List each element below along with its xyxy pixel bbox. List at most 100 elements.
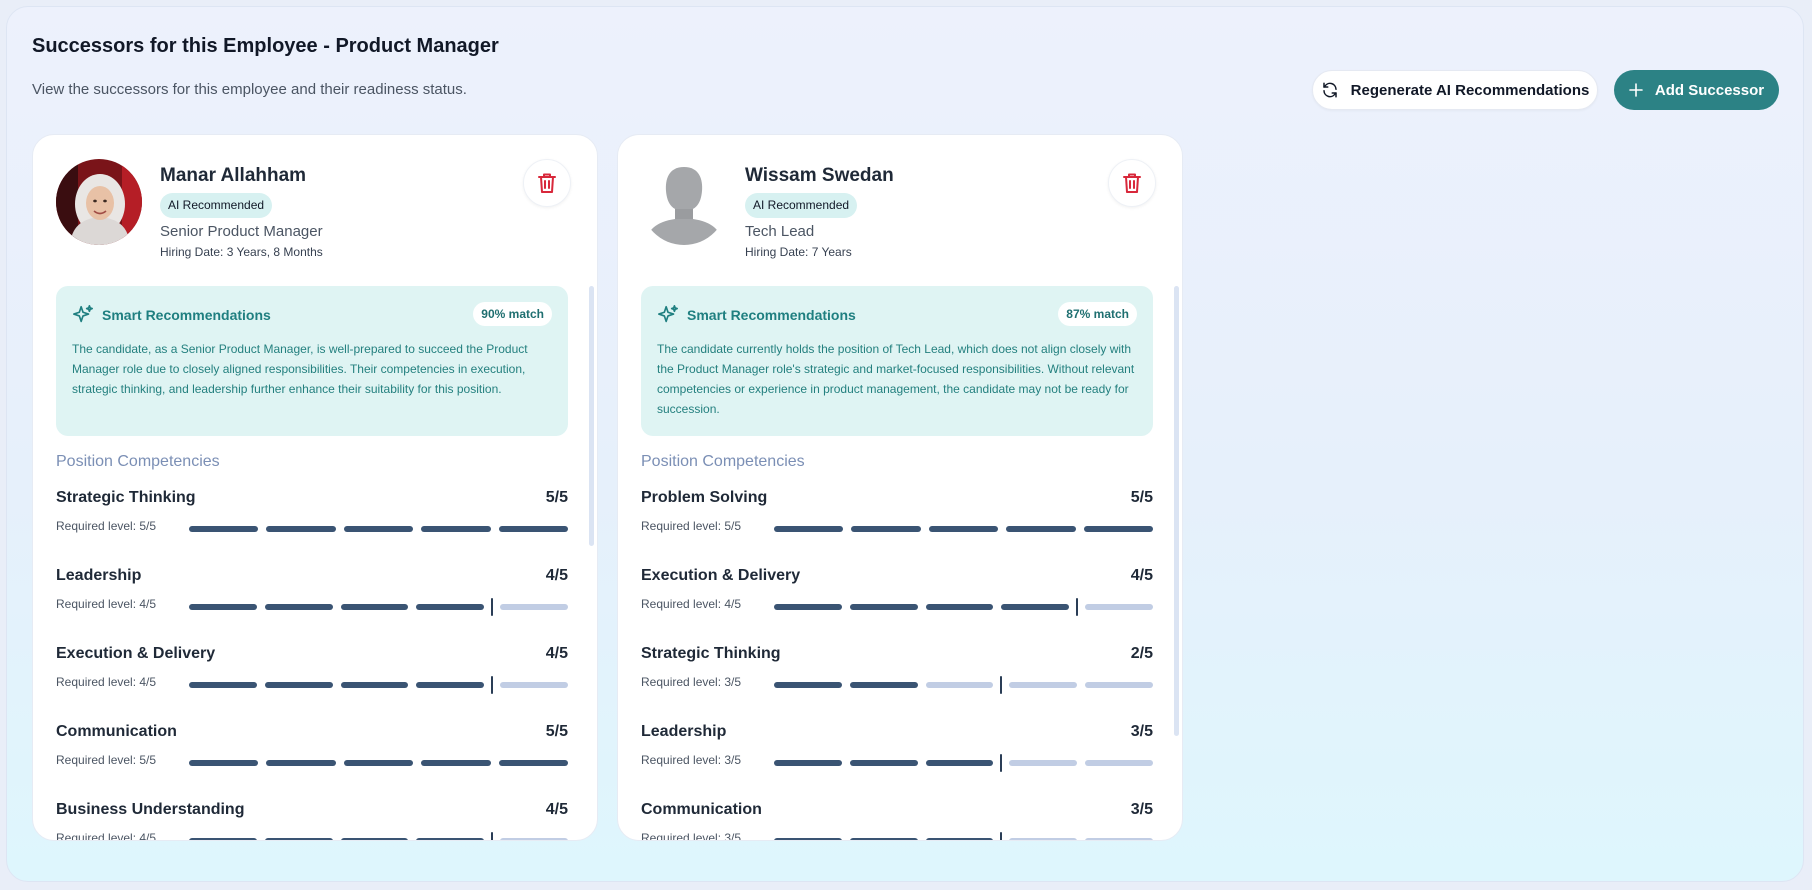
competency-name: Leadership (641, 723, 727, 740)
required-level-marker (1000, 754, 1003, 772)
competency-score: 2/5 (1130, 645, 1153, 662)
level-segment-filled (925, 838, 994, 840)
competency-level-bar (774, 832, 1153, 840)
smart-recommendations-title: Smart Recommendations (687, 307, 856, 323)
level-segment-filled (1006, 526, 1076, 532)
competency-list: Problem Solving 5/5 Required level: 5/5 Exe… (641, 489, 1153, 840)
position-competencies-heading: Position Competencies (56, 453, 220, 470)
level-segment-filled (849, 838, 918, 840)
required-level-marker (1076, 598, 1079, 616)
level-segment-filled (189, 682, 257, 688)
level-segment-filled (264, 838, 333, 840)
level-segment-filled (266, 526, 336, 532)
competency-score: 5/5 (545, 723, 568, 740)
level-segment-empty (1085, 760, 1153, 766)
competency-name: Communication (56, 723, 177, 740)
position-competencies-heading: Position Competencies (641, 453, 805, 470)
add-successor-button[interactable]: Add Successor (1614, 70, 1779, 110)
regenerate-label: Regenerate AI Recommendations (1350, 81, 1590, 99)
level-segment-filled (925, 760, 994, 766)
required-level: Required level: 3/5 (641, 753, 742, 767)
level-segment-filled (1083, 526, 1153, 532)
page-frame: Successors for this Employee - Product M… (6, 6, 1804, 882)
required-level-marker (491, 598, 494, 616)
level-segment-empty (500, 682, 568, 688)
smart-recommendations-box: Smart Recommendations 87% match The cand… (641, 286, 1153, 436)
match-badge: 87% match (1058, 302, 1137, 326)
smart-recommendations-header: Smart Recommendations (72, 304, 271, 326)
level-segment-filled (849, 760, 918, 766)
level-segment-filled (774, 604, 842, 610)
level-segment-filled (774, 526, 844, 532)
page-subtitle: View the successors for this employee an… (32, 81, 467, 98)
level-segment-filled (421, 526, 491, 532)
level-segment-empty (1085, 682, 1153, 688)
competency-level-bar (189, 526, 568, 532)
level-segment-filled (851, 526, 921, 532)
competency-name: Problem Solving (641, 489, 768, 506)
delete-successor-button[interactable] (1108, 159, 1156, 207)
regenerate-ai-recommendations-button[interactable]: Regenerate AI Recommendations (1312, 70, 1598, 110)
required-level: Required level: 5/5 (56, 753, 157, 767)
trash-icon (537, 172, 557, 194)
level-segment-filled (343, 526, 414, 532)
competency-list: Strategic Thinking 5/5 Required level: 5/5… (56, 489, 568, 840)
delete-successor-button[interactable] (523, 159, 571, 207)
smart-recommendations-title: Smart Recommendations (102, 307, 271, 323)
level-segment-filled (343, 760, 414, 766)
competency-score: 5/5 (545, 489, 568, 506)
level-segment-filled (498, 760, 568, 766)
recommendation-text: The candidate, as a Senior Product Manag… (72, 342, 528, 396)
level-segment-filled (189, 604, 257, 610)
competency-name: Strategic Thinking (56, 489, 196, 506)
card-scrollbar[interactable] (589, 286, 594, 546)
candidate-hiring-date: Hiring Date: 3 Years, 8 Months (160, 245, 323, 259)
level-segment-filled (416, 838, 485, 840)
competency-name: Execution & Delivery (641, 567, 801, 584)
level-segment-filled (266, 760, 336, 766)
trash-icon (1122, 172, 1142, 194)
competency-item: Communication 5/5 Required level: 5/5 (56, 723, 568, 801)
level-segment-filled (340, 604, 409, 610)
sparkle-icon (657, 304, 679, 326)
level-segment-filled (774, 838, 842, 840)
candidate-name: Wissam Swedan (745, 165, 894, 186)
smart-recommendations-header: Smart Recommendations (657, 304, 856, 326)
competency-item: Problem Solving 5/5 Required level: 5/5 (641, 489, 1153, 567)
competency-item: Communication 3/5 Required level: 3/5 (641, 801, 1153, 840)
refresh-icon (1321, 81, 1339, 99)
level-segment-empty (500, 838, 568, 840)
competency-level-bar (189, 676, 568, 694)
match-badge: 90% match (473, 302, 552, 326)
competency-item: Execution & Delivery 4/5 Required level: 4… (641, 567, 1153, 645)
level-segment-filled (340, 682, 409, 688)
ai-recommended-badge: AI Recommended (745, 193, 858, 218)
level-segment-filled (340, 838, 409, 840)
level-segment-filled (189, 526, 259, 532)
competency-item: Strategic Thinking 5/5 Required level: 5/5 (56, 489, 568, 567)
competency-level-bar (774, 598, 1153, 616)
level-segment-filled (416, 604, 485, 610)
level-segment-empty (925, 682, 994, 688)
level-segment-filled (416, 682, 485, 688)
required-level: Required level: 5/5 (56, 519, 157, 533)
smart-recommendations-box: Smart Recommendations 90% match The cand… (56, 286, 568, 436)
ai-recommended-badge: AI Recommended (160, 193, 273, 218)
sparkle-icon (72, 304, 94, 326)
competency-score: 4/5 (545, 801, 568, 818)
required-level-marker (491, 832, 494, 840)
successor-card: Manar Allahham AI Recommended Senior Pro… (32, 134, 598, 841)
competency-name: Business Understanding (56, 801, 245, 818)
required-level: Required level: 5/5 (641, 519, 742, 533)
competency-item: Strategic Thinking 2/5 Required level: 3/5 (641, 645, 1153, 723)
card-scrollbar[interactable] (1174, 286, 1179, 736)
competency-name: Leadership (56, 567, 142, 584)
candidate-name: Manar Allahham (160, 165, 307, 186)
level-segment-filled (925, 604, 994, 610)
avatar (641, 159, 727, 245)
competency-score: 5/5 (1130, 489, 1153, 506)
page-title: Successors for this Employee - Product M… (32, 35, 499, 57)
level-segment-filled (849, 682, 918, 688)
level-segment-filled (264, 682, 333, 688)
level-segment-filled (498, 526, 568, 532)
